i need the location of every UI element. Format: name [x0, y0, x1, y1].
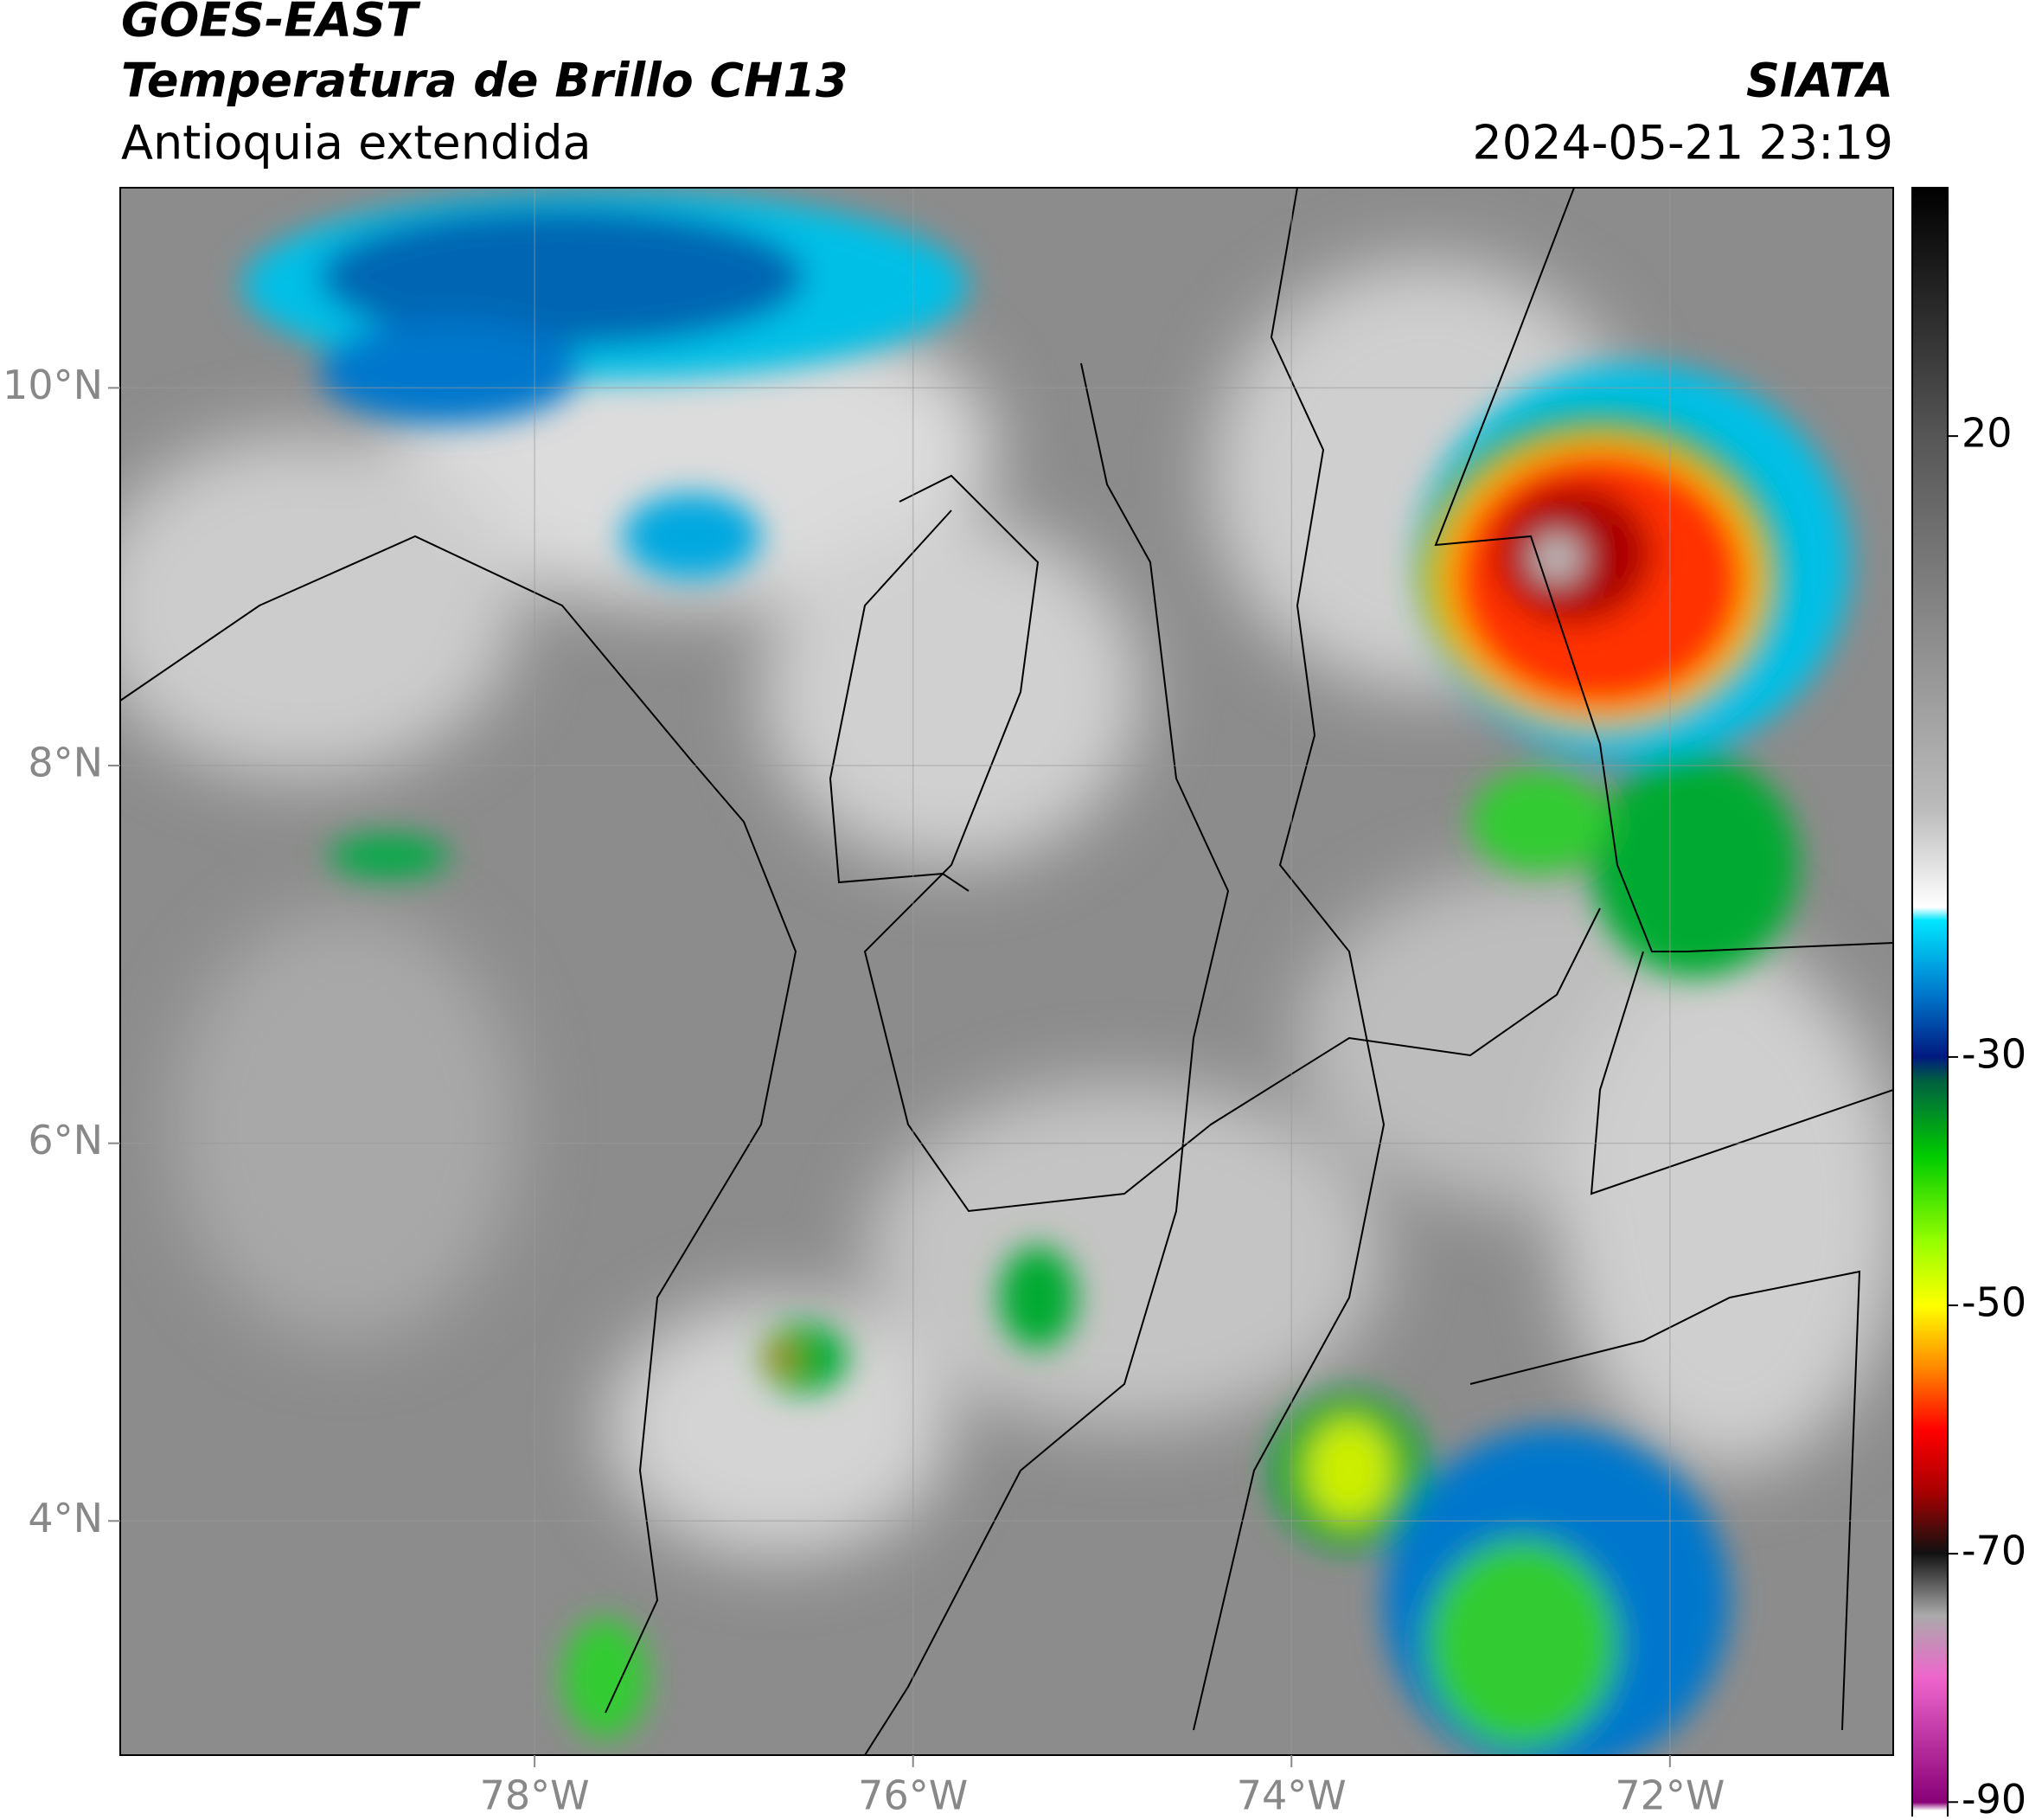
lat-tick-label: 4°N — [28, 1495, 103, 1541]
lon-tick-label: 74°W — [1237, 1772, 1347, 1817]
colorbar-tick-label: -30 — [1962, 1030, 2026, 1077]
colorbar-tick-label: -70 — [1962, 1528, 2026, 1574]
lat-tick-label: 6°N — [28, 1117, 103, 1163]
cold-clouds — [242, 190, 1851, 1755]
map-frame — [119, 187, 1894, 1756]
title: GOES-EAST — [121, 0, 421, 48]
datetime: 2024-05-21 23:19 — [1472, 116, 1893, 170]
lat-tick-label: 8°N — [28, 740, 103, 786]
region: Antioquia extendida — [121, 116, 592, 170]
source: SIATA — [1746, 54, 1893, 108]
satellite-image — [120, 188, 1893, 1755]
lat-tick-label: 10°N — [3, 362, 103, 408]
colorbar-tick-label: 20 — [1962, 410, 2013, 457]
graticule — [120, 188, 1893, 1755]
borders — [120, 188, 1893, 1755]
lon-tick-label: 78°W — [480, 1772, 590, 1817]
colorbar — [1911, 187, 1949, 1820]
colorbar-tick-label: -50 — [1962, 1279, 2026, 1326]
colorbar-tick-label: -90 — [1962, 1776, 2026, 1817]
cloud-texture — [120, 260, 1893, 1557]
lon-tick-label: 76°W — [858, 1772, 968, 1817]
subtitle: Temperatura de Brillo CH13 — [121, 54, 848, 108]
lon-tick-label: 72°W — [1615, 1772, 1725, 1817]
